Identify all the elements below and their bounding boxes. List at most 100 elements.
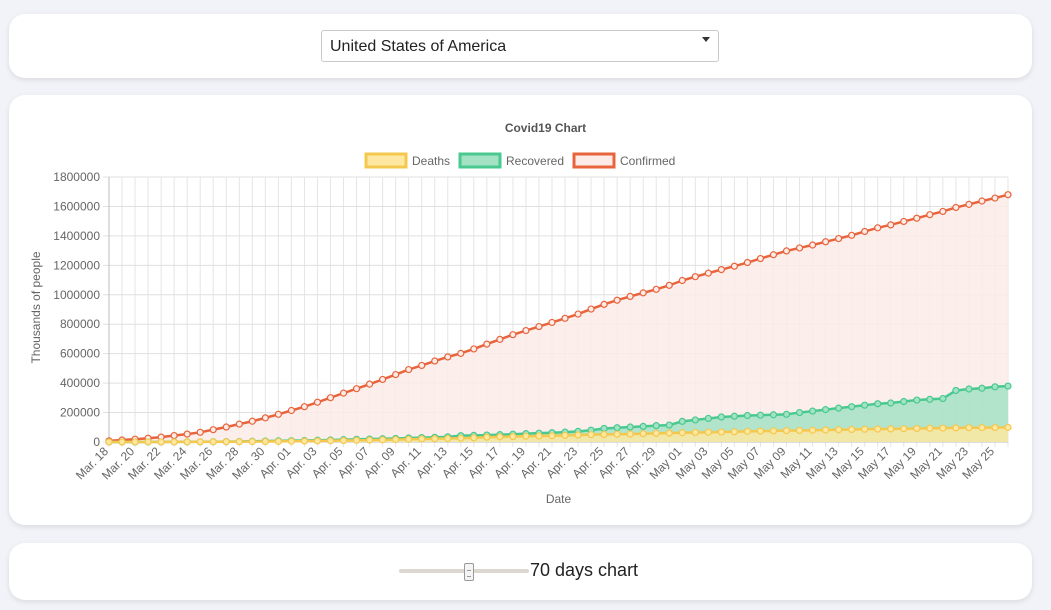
point-recovered [965, 385, 973, 393]
point-confirmed [939, 207, 947, 216]
point-confirmed [821, 238, 830, 246]
point-deaths [196, 438, 204, 446]
point-deaths [665, 429, 673, 437]
point-deaths [717, 428, 725, 436]
point-deaths [952, 424, 960, 432]
point-recovered [704, 414, 712, 423]
point-confirmed [235, 420, 243, 428]
point-deaths [457, 434, 465, 442]
point-confirmed [170, 431, 178, 440]
legend-label-confirmed: Confirmed [620, 154, 675, 168]
point-recovered [639, 422, 647, 430]
point-confirmed [991, 194, 999, 202]
point-deaths [782, 427, 791, 435]
point-recovered [717, 413, 725, 421]
point-confirmed [313, 398, 322, 406]
point-confirmed [978, 197, 986, 205]
point-confirmed [379, 375, 387, 384]
point-confirmed [704, 269, 712, 277]
point-confirmed [952, 203, 960, 212]
point-deaths [118, 438, 126, 446]
point-deaths [561, 431, 569, 439]
point-deaths [144, 438, 152, 446]
point-confirmed [691, 273, 699, 281]
days-slider-card: 70 days chart [9, 543, 1032, 600]
legend-confirmed[interactable]: Confirmed [572, 152, 675, 169]
point-deaths [574, 431, 582, 439]
country-select-value: United States of America [330, 38, 507, 55]
point-deaths [274, 437, 282, 446]
point-deaths [965, 424, 973, 432]
point-deaths [730, 428, 738, 436]
point-confirmed [561, 314, 569, 322]
point-confirmed [717, 266, 725, 274]
point-confirmed [261, 414, 269, 422]
point-deaths [691, 428, 699, 437]
y-tick-label: 200000 [60, 406, 100, 420]
point-recovered [808, 407, 817, 415]
area-confirmed [109, 194, 1008, 442]
point-deaths [170, 438, 178, 446]
point-deaths [887, 425, 895, 433]
point-deaths [496, 433, 504, 441]
point-confirmed [795, 244, 804, 252]
point-deaths [222, 438, 230, 446]
point-confirmed [769, 251, 778, 259]
legend-deaths[interactable]: Deaths [364, 152, 450, 169]
point-recovered [795, 408, 804, 417]
point-confirmed [196, 428, 204, 436]
point-deaths [678, 429, 686, 437]
point-deaths [352, 436, 361, 444]
point-recovered [913, 396, 921, 404]
point-confirmed [874, 224, 882, 232]
legend-recovered[interactable]: Recovered [458, 152, 564, 169]
point-confirmed [782, 247, 791, 255]
days-label: 70 days chart [530, 560, 639, 580]
point-deaths [613, 430, 621, 438]
point-deaths [313, 437, 322, 445]
point-confirmed [613, 296, 621, 304]
caret-down-icon[interactable] [702, 37, 710, 42]
point-recovered [743, 411, 752, 420]
point-deaths [287, 437, 296, 445]
point-confirmed [743, 258, 752, 267]
point-confirmed [913, 214, 921, 222]
point-deaths [639, 430, 647, 438]
point-confirmed [418, 361, 426, 370]
point-deaths [339, 436, 348, 445]
point-recovered [874, 400, 882, 408]
point-deaths [392, 435, 400, 444]
point-deaths [444, 434, 452, 443]
chart-card: Covid19 Chart Deaths Recovered Confirmed 0 20… [9, 95, 1032, 525]
point-deaths [405, 435, 413, 443]
point-deaths [939, 424, 947, 432]
days-slider[interactable] [399, 563, 529, 581]
point-confirmed [665, 281, 673, 289]
point-confirmed [652, 285, 660, 293]
point-deaths [978, 424, 986, 432]
point-confirmed [587, 305, 595, 313]
point-recovered [730, 412, 738, 420]
point-deaths [379, 436, 387, 444]
slider-thumb[interactable] [464, 563, 474, 581]
point-confirmed [1004, 191, 1012, 199]
point-confirmed [431, 357, 439, 365]
country-select[interactable]: United States of America [321, 30, 719, 62]
point-recovered [600, 424, 608, 433]
point-deaths [470, 434, 478, 442]
point-deaths [431, 435, 439, 443]
y-tick-label: 1800000 [53, 170, 100, 184]
y-tick-label: 1000000 [53, 288, 100, 302]
point-confirmed [300, 403, 309, 411]
point-confirmed [639, 289, 647, 297]
point-deaths [600, 430, 608, 439]
x-axis-title: Date [546, 492, 572, 506]
point-deaths [209, 438, 217, 446]
point-deaths [743, 427, 752, 435]
y-tick-label: 1600000 [53, 199, 100, 213]
point-recovered [952, 386, 960, 395]
y-tick-label: 0 [93, 435, 100, 449]
point-confirmed [522, 326, 530, 335]
point-confirmed [509, 331, 517, 339]
point-deaths [861, 425, 869, 433]
